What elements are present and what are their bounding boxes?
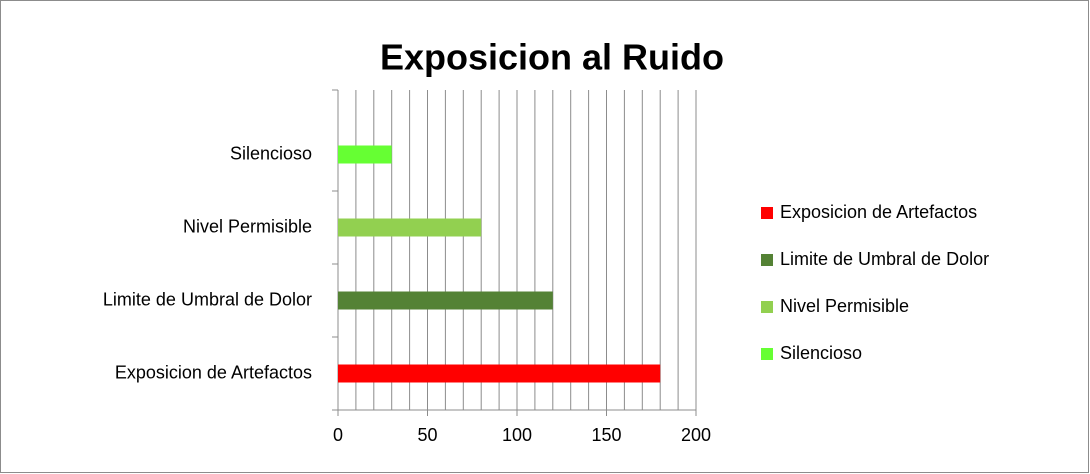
bar (338, 145, 392, 164)
x-tick-label: 150 (591, 425, 621, 445)
legend-swatch (761, 207, 773, 219)
y-tick-label: Exposicion de Artefactos (115, 362, 312, 382)
legend-swatch (761, 348, 773, 360)
legend-label: Silencioso (780, 343, 862, 363)
legend-swatch (761, 254, 773, 266)
legend-label: Limite de Umbral de Dolor (780, 249, 989, 269)
bar (338, 364, 661, 383)
x-tick-label: 0 (333, 425, 343, 445)
bar (338, 291, 553, 310)
chart-title: Exposicion al Ruido (380, 37, 724, 78)
x-tick-label: 50 (417, 425, 437, 445)
y-tick-label: Silencioso (230, 143, 312, 163)
legend-swatch (761, 301, 773, 313)
x-tick-label: 200 (681, 425, 711, 445)
y-tick-label: Limite de Umbral de Dolor (103, 289, 312, 309)
bar (338, 218, 482, 237)
x-tick-label: 100 (502, 425, 532, 445)
y-tick-label: Nivel Permisible (183, 216, 312, 236)
legend-label: Exposicion de Artefactos (780, 202, 977, 222)
legend-label: Nivel Permisible (780, 296, 909, 316)
